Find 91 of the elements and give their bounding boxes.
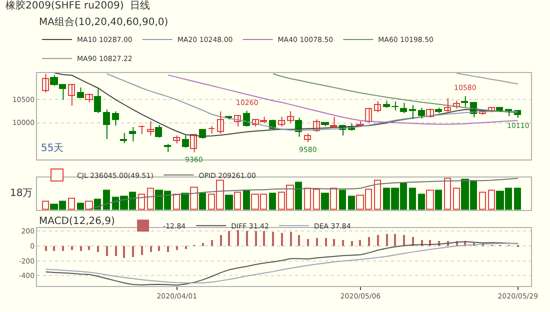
bar: [71, 246, 73, 250]
bar: [307, 239, 309, 246]
bar: [228, 231, 230, 246]
bar: [202, 243, 204, 246]
bar: [313, 188, 320, 210]
bar: [97, 246, 99, 252]
bar: [316, 238, 318, 246]
candlestick: [330, 116, 337, 128]
text: 18万: [10, 188, 33, 199]
bar: [243, 190, 250, 210]
candlestick: [435, 107, 442, 114]
line-series: [456, 73, 518, 84]
bar: [147, 188, 154, 210]
bar: [377, 235, 379, 246]
bar: [185, 246, 187, 250]
candlestick: [409, 104, 416, 120]
bar: [488, 190, 495, 210]
bar: [68, 198, 75, 210]
bar: [351, 241, 353, 246]
bar: [246, 231, 248, 246]
bar: [190, 186, 198, 210]
bar: [269, 192, 276, 210]
bar: [141, 246, 143, 256]
candlestick: [321, 122, 329, 127]
bar: [348, 196, 355, 210]
annotation: 55天: [41, 143, 64, 154]
bar: [123, 246, 125, 258]
candlestick: [129, 126, 136, 142]
candlestick: [120, 132, 127, 144]
bar: [321, 192, 329, 210]
bar: [368, 237, 370, 246]
bar: [88, 246, 90, 250]
bar: [272, 232, 274, 246]
bar: [45, 246, 47, 252]
bar: [386, 234, 388, 246]
bar: [220, 235, 222, 246]
bar: [176, 246, 178, 250]
bar: [435, 190, 442, 210]
bar: [403, 235, 405, 246]
bar: [77, 202, 84, 210]
bar: [211, 240, 213, 246]
bar: [106, 246, 108, 256]
bar: [330, 188, 337, 210]
bar: [255, 231, 257, 246]
bar: [167, 246, 169, 252]
candlestick: [461, 96, 468, 108]
bar: [394, 234, 396, 246]
candlestick: [147, 120, 154, 136]
bar: [62, 246, 64, 252]
bar: [453, 188, 460, 210]
bar: [333, 239, 335, 246]
legend-title: MACD(12,26,9): [39, 216, 116, 228]
bar: [290, 232, 292, 246]
bar: [115, 246, 117, 256]
bar: [225, 194, 233, 210]
bar: [132, 246, 134, 258]
bar: [374, 180, 381, 210]
bar: [237, 230, 239, 246]
bar: [418, 194, 425, 210]
bar: [298, 235, 300, 246]
candlestick: [138, 125, 145, 135]
bar: [138, 194, 145, 210]
bar: [53, 246, 55, 252]
bar: [150, 246, 152, 252]
bar: [426, 190, 434, 210]
bar: [479, 192, 486, 210]
bar: [359, 240, 361, 246]
bar: [103, 190, 110, 210]
bar: [263, 231, 265, 246]
bar: [234, 192, 241, 210]
legend-title: MA组合(10,20,40,60,90,0): [39, 16, 168, 28]
candlestick: [505, 109, 512, 117]
bar: [42, 200, 49, 210]
bar: [80, 246, 82, 252]
bar: [409, 188, 416, 210]
bar: [158, 246, 160, 252]
bar: [295, 182, 302, 210]
bar: [514, 188, 521, 210]
bar: [181, 192, 189, 210]
bar: [444, 178, 451, 210]
bar: [85, 200, 93, 210]
candlestick: [208, 126, 215, 134]
bar: [304, 188, 311, 210]
bar: [173, 194, 180, 210]
bar: [281, 233, 283, 246]
chart-title: 橡胶2009(SHFE ru2009) 日线: [6, 0, 150, 12]
bar: [342, 240, 344, 246]
candlestick: [164, 143, 171, 152]
bar: [339, 190, 346, 210]
bar: [199, 192, 206, 210]
bar: [325, 238, 327, 246]
